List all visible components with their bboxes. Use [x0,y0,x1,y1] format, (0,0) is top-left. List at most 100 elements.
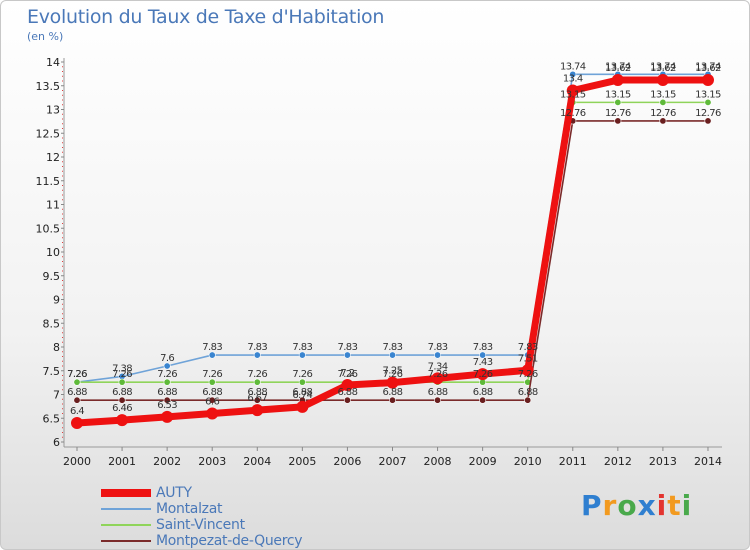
data-point [343,396,351,404]
data-label: 12.76 [695,108,721,119]
data-label: 12.76 [650,108,676,119]
x-tick-label: 2007 [378,455,406,468]
data-point [253,396,261,404]
x-tick-label: 2008 [424,455,452,468]
data-label: 6.46 [112,403,132,414]
legend-swatch [101,524,151,526]
data-point [298,378,306,386]
data-label: 7.26 [518,369,538,380]
legend-swatch [101,540,151,542]
axes: 6 6.5 7 7.5 8 8.5 9 9.5 10 10.5 11 11.5 12 12.5 13 13.5… [36,56,722,468]
data-point [298,351,306,359]
data-label: 7.26 [112,369,132,380]
data-label: 6.88 [337,387,357,398]
data-point [611,74,624,87]
x-tick-label: 2009 [469,455,497,468]
data-label: 7.26 [473,369,493,380]
y-tick-label: 10.5 [36,222,61,235]
legend-label: Montpezat-de-Quercy [156,533,303,549]
data-label: 13.62 [650,63,676,74]
logo-letter: o [617,489,638,522]
logo-letter: i [681,489,693,522]
logo-letter: x [637,489,657,522]
data-label: 13.74 [650,61,676,72]
data-label: 7.26 [202,369,222,380]
data-point [659,98,667,106]
data-label: 6.88 [428,387,448,398]
data-label: 7.26 [292,369,312,380]
data-label: 6.88 [383,387,403,398]
data-label: 7.26 [247,369,267,380]
data-label: 7.26 [337,369,357,380]
legend-label: AUTY [156,485,192,501]
data-label: 7.6 [160,353,174,364]
y-tick-label: 11.5 [36,175,61,188]
data-label: 13.74 [695,61,721,72]
data-label: 13.74 [605,61,631,72]
y-tick-label: 9.5 [43,270,61,283]
data-point [73,396,81,404]
data-point [343,351,351,359]
data-point [73,378,81,386]
data-point [118,396,126,404]
data-point [341,379,354,391]
logo-letter: P [581,489,603,522]
legend-label: Montalzat [156,501,223,517]
data-label: 7.2 [340,368,354,379]
data-label: 6.67 [247,393,267,404]
y-tick-label: 12 [46,151,60,164]
data-point [434,351,442,359]
data-point [163,396,171,404]
data-label: 7.43 [473,357,493,368]
y-tick-label: 11 [46,199,60,212]
x-tick-label: 2011 [559,455,587,468]
data-point [118,378,126,386]
y-tick-label: 8 [53,341,60,354]
data-label: 7.83 [202,342,222,353]
x-tick-label: 2001 [108,455,136,468]
data-label: 7.83 [428,342,448,353]
data-label: 7.83 [518,342,538,353]
data-label: 7.83 [337,342,357,353]
data-point [251,404,264,417]
data-label: 6.74 [292,390,312,401]
y-tick-label: 13 [46,104,60,117]
data-point [659,117,667,125]
data-point [434,396,442,404]
data-point [701,74,714,87]
proxiti-logo: Proxiti [581,489,692,522]
x-tick-label: 2004 [243,455,271,468]
data-label: 6.88 [202,387,222,398]
data-labels: 7.267.387.67.83 7.83 7.83 7.83 7.83 7.83 7.83 7… [67,61,722,417]
data-label: 7.83 [292,342,312,353]
data-label: 7.26 [157,369,177,380]
legend-label: Saint-Vincent [156,517,245,533]
data-label: 7.34 [428,361,448,372]
y-tick-label: 6 [53,436,60,449]
series-line-saint-vincent [77,101,708,383]
data-label: 7.26 [383,369,403,380]
data-label: 6.88 [473,387,493,398]
data-point [206,407,219,420]
data-point [704,117,712,125]
x-tick-label: 2014 [694,455,722,468]
data-label: 7.26 [67,369,87,380]
legend-swatch [101,489,151,497]
data-point [296,400,309,413]
logo-letter: r [602,489,618,522]
x-tick-label: 2003 [198,455,226,468]
y-axis-label: (en %) [27,30,64,43]
data-point [431,372,444,385]
y-tick-label: 7.5 [43,365,61,378]
data-label: 12.76 [560,108,586,119]
data-label: 7.26 [428,369,448,380]
data-point [388,351,396,359]
data-label: 13.74 [560,61,586,72]
data-point [569,70,577,78]
data-label: 6.4 [70,406,84,417]
data-point [479,396,487,404]
data-point [524,396,532,404]
data-label: 13.4 [563,74,583,85]
y-tick-label: 12.5 [36,127,61,140]
